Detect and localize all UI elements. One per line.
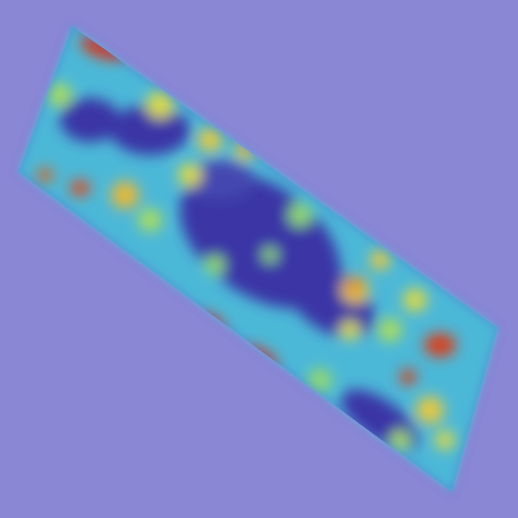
object-edge: [16, 23, 500, 495]
